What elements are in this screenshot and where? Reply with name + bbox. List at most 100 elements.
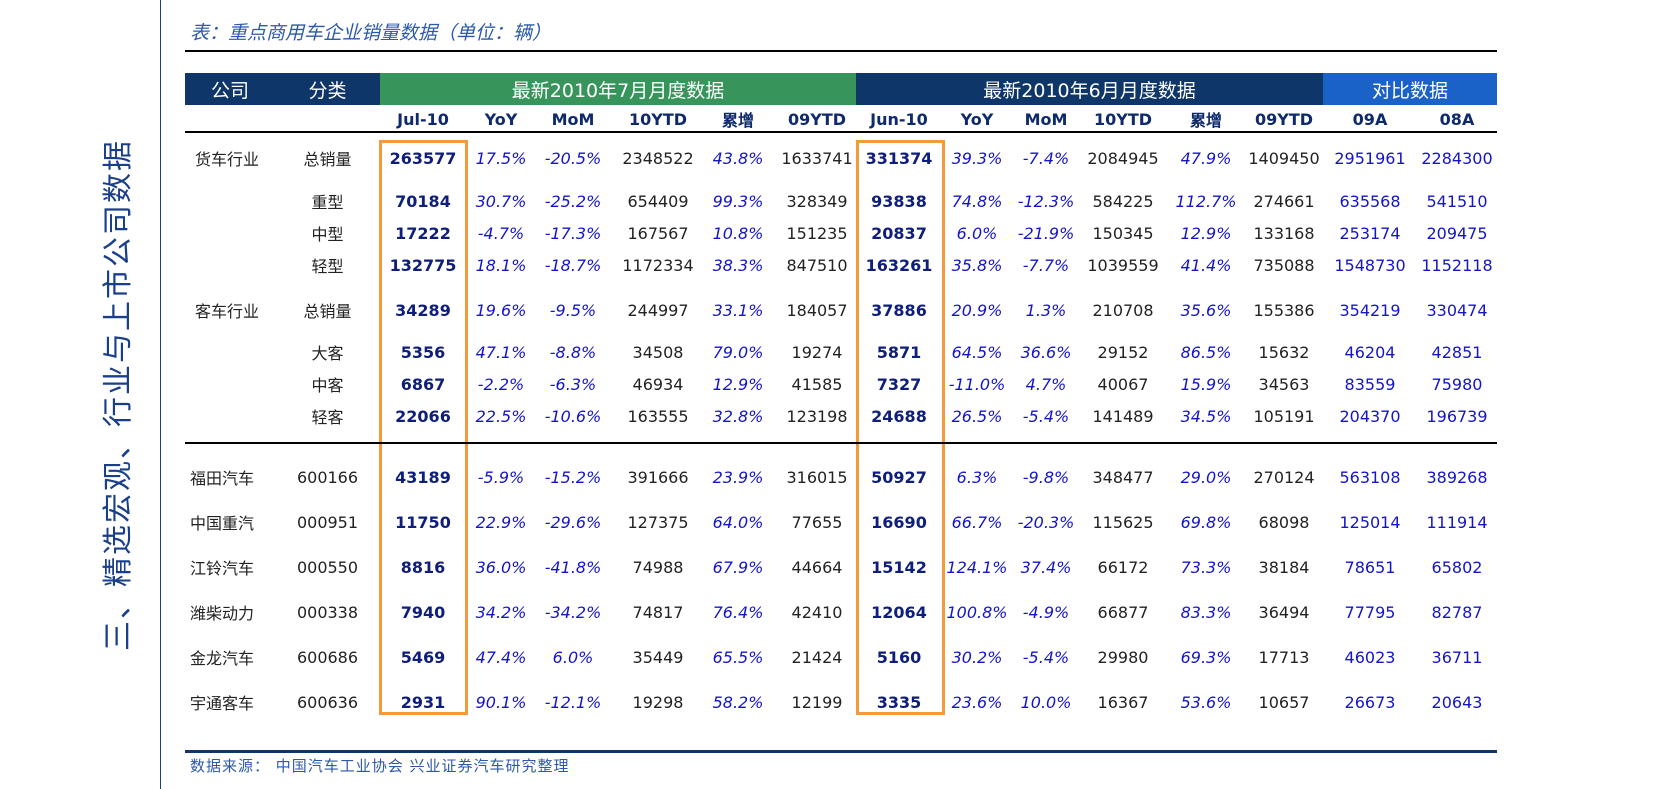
table-cell: 541510 <box>1426 191 1488 211</box>
table-cell: 32.8% <box>712 406 764 426</box>
table-cell: 20837 <box>871 223 927 243</box>
highlight-jun-column <box>856 140 945 715</box>
table-cell: -18.7% <box>544 255 602 275</box>
table-cell: 635568 <box>1339 191 1401 211</box>
table-row: 中国重汽 000951 11750 22.9% -29.6% 127375 64.0% 776… <box>0 507 1676 537</box>
table-cell: 39.3% <box>951 148 1003 168</box>
table-cell: 22.5% <box>475 406 527 426</box>
table-cell: 12064 <box>871 602 927 622</box>
subheader-9: 10YTD <box>1093 109 1153 129</box>
row-company: 宇通客车 <box>190 694 255 713</box>
table-cell: 125014 <box>1339 512 1401 532</box>
table-cell: 1.3% <box>1025 300 1067 320</box>
table-cell: 18.1% <box>475 255 527 275</box>
table-cell: 41585 <box>791 374 843 394</box>
subheader-10: 累增 <box>1189 111 1222 130</box>
table-cell: 36711 <box>1431 647 1483 667</box>
subheader-rule <box>185 131 1497 133</box>
table-cell: 163261 <box>865 255 933 275</box>
table-cell: 38.3% <box>712 255 764 275</box>
table-row: 大客 5356 47.1% -8.8% 34508 79.0% 19274 5871 64.5%… <box>0 337 1676 367</box>
table-cell: 2084945 <box>1087 148 1159 168</box>
table-cell: 111914 <box>1426 512 1488 532</box>
table-cell: 30.7% <box>475 191 527 211</box>
table-cell: 1409450 <box>1248 148 1320 168</box>
table-row: 轻客 22066 22.5% -10.6% 163555 32.8% 123198 24688… <box>0 401 1676 431</box>
bottom-rule <box>185 750 1497 753</box>
table-cell: 93838 <box>871 191 927 211</box>
table-cell: 46023 <box>1344 647 1396 667</box>
table-cell: 328349 <box>786 191 848 211</box>
table-cell: 42851 <box>1431 342 1483 362</box>
row-company <box>195 186 280 216</box>
table-cell: -17.3% <box>544 223 602 243</box>
table-cell: 83559 <box>1344 374 1396 394</box>
row-category: 中客 <box>311 376 344 395</box>
header-jul-group: 最新2010年7月月度数据 <box>380 73 856 105</box>
table-cell: 389268 <box>1426 467 1488 487</box>
table-cell: 2284300 <box>1421 148 1493 168</box>
subheader-1: YoY <box>484 109 518 129</box>
table-cell: 105191 <box>1253 406 1315 426</box>
subheader-0: Jul-10 <box>397 109 449 129</box>
section-divider-rule <box>185 442 1497 444</box>
row-category: 轻客 <box>311 408 344 427</box>
table-cell: 26673 <box>1344 692 1396 712</box>
table-cell: 19274 <box>791 342 843 362</box>
table-cell: 74817 <box>632 602 684 622</box>
table-cell: 53.6% <box>1180 692 1232 712</box>
table-cell: 1039559 <box>1087 255 1159 275</box>
table-cell: 209475 <box>1426 223 1488 243</box>
table-cell: 5356 <box>400 342 446 362</box>
table-cell: 86.5% <box>1180 342 1232 362</box>
row-stock-code: 600686 <box>296 647 359 667</box>
row-stock-code: 000550 <box>296 557 359 577</box>
table-cell: 37886 <box>871 300 927 320</box>
table-cell: 8816 <box>400 557 446 577</box>
table-cell: 24688 <box>871 406 927 426</box>
row-company: 潍柴动力 <box>190 604 255 623</box>
table-cell: 22066 <box>395 406 451 426</box>
table-cell: 348477 <box>1092 467 1154 487</box>
table-cell: 10.8% <box>712 223 764 243</box>
row-company <box>195 337 280 367</box>
table-cell: 35449 <box>632 647 684 667</box>
table-cell: 78651 <box>1344 557 1396 577</box>
table-cell: 64.0% <box>712 512 764 532</box>
table-cell: 316015 <box>786 467 848 487</box>
table-cell: 270124 <box>1253 467 1315 487</box>
table-cell: 73.3% <box>1180 557 1232 577</box>
table-cell: 253174 <box>1339 223 1401 243</box>
table-cell: 16367 <box>1097 692 1149 712</box>
table-cell: 2931 <box>400 692 446 712</box>
table-cell: 391666 <box>627 467 689 487</box>
table-cell: 79.0% <box>712 342 764 362</box>
table-cell: -41.8% <box>544 557 602 577</box>
table-cell: 6.0% <box>552 647 594 667</box>
table-cell: 50927 <box>871 467 927 487</box>
table-cell: 7940 <box>400 602 446 622</box>
table-cell: 34289 <box>395 300 451 320</box>
table-cell: 1633741 <box>781 148 853 168</box>
table-cell: 2951961 <box>1334 148 1406 168</box>
table-cell: 23.9% <box>712 467 764 487</box>
table-cell: -20.3% <box>1017 512 1075 532</box>
header-jun-group: 最新2010年6月月度数据 <box>856 73 1323 105</box>
table-cell: 12.9% <box>1180 223 1232 243</box>
table-cell: 133168 <box>1253 223 1315 243</box>
table-cell: 155386 <box>1253 300 1315 320</box>
table-cell: -20.5% <box>544 148 602 168</box>
table-cell: 36.6% <box>1020 342 1072 362</box>
table-cell: -25.2% <box>544 191 602 211</box>
table-cell: 70184 <box>395 191 451 211</box>
table-cell: 34563 <box>1258 374 1310 394</box>
table-row: 客车行业 总销量 34289 19.6% -9.5% 244997 33.1% 184057 3… <box>0 295 1676 325</box>
table-cell: 1172334 <box>622 255 694 275</box>
table-cell: 151235 <box>786 223 848 243</box>
row-stock-code: 000338 <box>296 602 359 622</box>
data-source-note: 数据来源： 中国汽车工业协会 兴业证券汽车研究整理 <box>190 757 570 775</box>
table-row: 江铃汽车 000550 8816 36.0% -41.8% 74988 67.9% 44664… <box>0 552 1676 582</box>
table-cell: 150345 <box>1092 223 1154 243</box>
table-cell: -34.2% <box>544 602 602 622</box>
table-cell: 83.3% <box>1180 602 1232 622</box>
